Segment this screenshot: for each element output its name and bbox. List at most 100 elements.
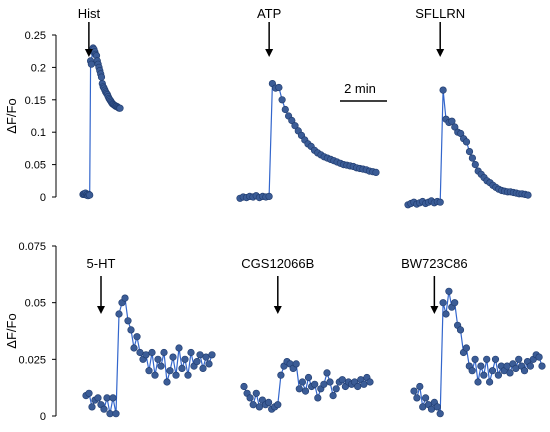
data-point — [240, 382, 248, 391]
data-point — [439, 299, 447, 307]
data-point — [100, 405, 108, 413]
data-point — [106, 410, 114, 418]
data-point — [127, 326, 135, 334]
stimulus-label: CGS12066B — [241, 256, 314, 271]
data-point — [184, 371, 192, 379]
data-point — [130, 344, 138, 352]
data-point — [193, 358, 201, 366]
data-point — [252, 389, 260, 397]
y-tick-label: 0.05 — [25, 160, 46, 172]
data-point — [88, 403, 96, 411]
data-point — [298, 378, 307, 386]
data-point — [265, 192, 273, 200]
data-point — [372, 168, 380, 176]
arrow-head-icon — [265, 49, 274, 57]
y-tick-label: 0.25 — [25, 30, 46, 42]
data-point — [515, 355, 523, 363]
data-point — [97, 73, 106, 81]
data-point — [85, 389, 93, 397]
data-point — [196, 351, 204, 359]
data-point — [471, 355, 479, 363]
data-point — [314, 394, 322, 402]
data-point — [360, 380, 368, 388]
data-point — [468, 367, 476, 375]
data-point — [320, 380, 328, 388]
data-point — [148, 348, 156, 357]
data-point — [538, 362, 546, 370]
data-point — [480, 371, 488, 379]
scale-bar-label: 2 min — [344, 81, 376, 96]
data-point — [94, 394, 102, 402]
data-point — [471, 161, 479, 169]
data-point — [116, 104, 124, 112]
data-point — [448, 117, 456, 125]
data-point — [413, 394, 421, 402]
data-point — [506, 369, 514, 377]
data-point — [366, 378, 374, 386]
data-point — [281, 105, 289, 114]
data-point — [142, 351, 150, 359]
data-point — [329, 392, 337, 400]
data-point — [520, 367, 529, 375]
data-point — [86, 191, 94, 199]
data-point — [304, 373, 313, 382]
y-axis-label: ΔF/Fo — [4, 98, 19, 133]
data-point — [169, 353, 177, 361]
data-point — [275, 83, 283, 92]
data-point — [410, 387, 418, 395]
y-tick-label: 0.05 — [25, 298, 46, 310]
data-point — [439, 86, 447, 94]
y-tick-label: 0.075 — [18, 241, 46, 253]
y-tick-label: 0.2 — [31, 62, 46, 74]
data-point — [474, 378, 482, 386]
data-point — [445, 287, 453, 295]
data-point — [121, 294, 129, 302]
data-point — [311, 380, 319, 388]
data-point — [486, 378, 494, 386]
data-point — [181, 355, 189, 363]
data-point — [288, 116, 296, 125]
data-point — [133, 333, 141, 341]
stimulus-label: ATP — [257, 6, 281, 21]
data-point — [354, 382, 362, 391]
data-point — [468, 154, 477, 162]
data-point — [338, 376, 346, 384]
data-point — [301, 387, 310, 395]
data-point — [172, 371, 180, 379]
data-point — [163, 378, 171, 386]
data-point — [265, 398, 273, 407]
data-point — [115, 310, 123, 318]
data-point — [291, 122, 299, 130]
y-tick-label: 0.15 — [25, 95, 46, 107]
data-point — [416, 382, 424, 391]
y-tick-label: 0.025 — [18, 354, 46, 366]
arrow-head-icon — [430, 306, 439, 314]
y-axis-label: ΔF/Fo — [4, 313, 19, 348]
data-point — [477, 362, 485, 370]
data-point — [456, 326, 465, 334]
data-point — [535, 353, 543, 361]
data-point — [488, 367, 497, 375]
data-point — [154, 355, 162, 363]
data-point — [422, 394, 430, 402]
data-point — [295, 385, 303, 393]
data-point — [274, 401, 282, 409]
data-point — [462, 344, 471, 352]
data-point — [465, 148, 474, 156]
stimulus-label: 5-HT — [87, 256, 116, 271]
stimulus-label: Hist — [78, 6, 101, 21]
data-point — [145, 367, 153, 375]
data-point — [166, 367, 174, 375]
data-point — [278, 96, 286, 104]
data-point — [109, 394, 117, 402]
data-point — [255, 403, 264, 411]
data-point — [433, 403, 441, 411]
data-point — [292, 360, 300, 368]
y-tick-label: 0 — [40, 411, 46, 423]
data-point — [326, 378, 334, 386]
data-point — [175, 344, 183, 352]
data-point — [199, 364, 207, 373]
data-point — [187, 348, 195, 357]
